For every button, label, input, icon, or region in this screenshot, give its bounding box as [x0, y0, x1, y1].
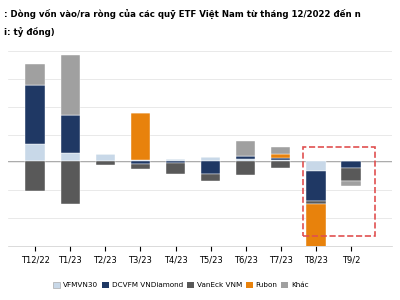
Bar [201, 174, 220, 181]
Bar [201, 161, 220, 174]
Bar [271, 147, 290, 154]
Bar [26, 85, 45, 144]
Bar [60, 55, 80, 115]
Bar [166, 163, 185, 174]
Bar [236, 159, 255, 161]
Bar [236, 161, 255, 175]
Text: : Dòng vốn vào/ra ròng của các quỹ ETF Việt Nam từ tháng 12/2022 đến n: : Dòng vốn vào/ra ròng của các quỹ ETF V… [4, 9, 361, 19]
Bar [271, 158, 290, 160]
Bar [236, 156, 255, 159]
Bar [26, 161, 45, 191]
Bar [306, 250, 326, 254]
Bar [271, 160, 290, 161]
Bar [131, 164, 150, 169]
Bar [306, 161, 326, 171]
Bar [341, 161, 361, 168]
Bar [166, 161, 185, 163]
Bar [26, 144, 45, 161]
Bar [166, 159, 185, 161]
Bar [271, 154, 290, 158]
Bar [201, 157, 220, 161]
Bar [306, 171, 326, 201]
Bar [26, 64, 45, 85]
Bar [271, 161, 290, 168]
Bar [60, 115, 80, 153]
Bar [131, 160, 150, 161]
Bar [302, 147, 374, 236]
Bar [96, 154, 115, 161]
Bar [306, 201, 326, 204]
Bar [341, 168, 361, 181]
Bar [306, 204, 326, 250]
Bar [60, 161, 80, 204]
Bar [131, 113, 150, 160]
Bar [60, 153, 80, 161]
Bar [341, 181, 361, 186]
Text: i: tỷ đồng): i: tỷ đồng) [4, 27, 55, 37]
Bar [96, 161, 115, 166]
Bar [131, 161, 150, 164]
Legend: VFMVN30, DCVFM VNDiamond, VanEck VNM, Fubon, Khác: VFMVN30, DCVFM VNDiamond, VanEck VNM, Fu… [50, 279, 312, 291]
Bar [236, 141, 255, 156]
